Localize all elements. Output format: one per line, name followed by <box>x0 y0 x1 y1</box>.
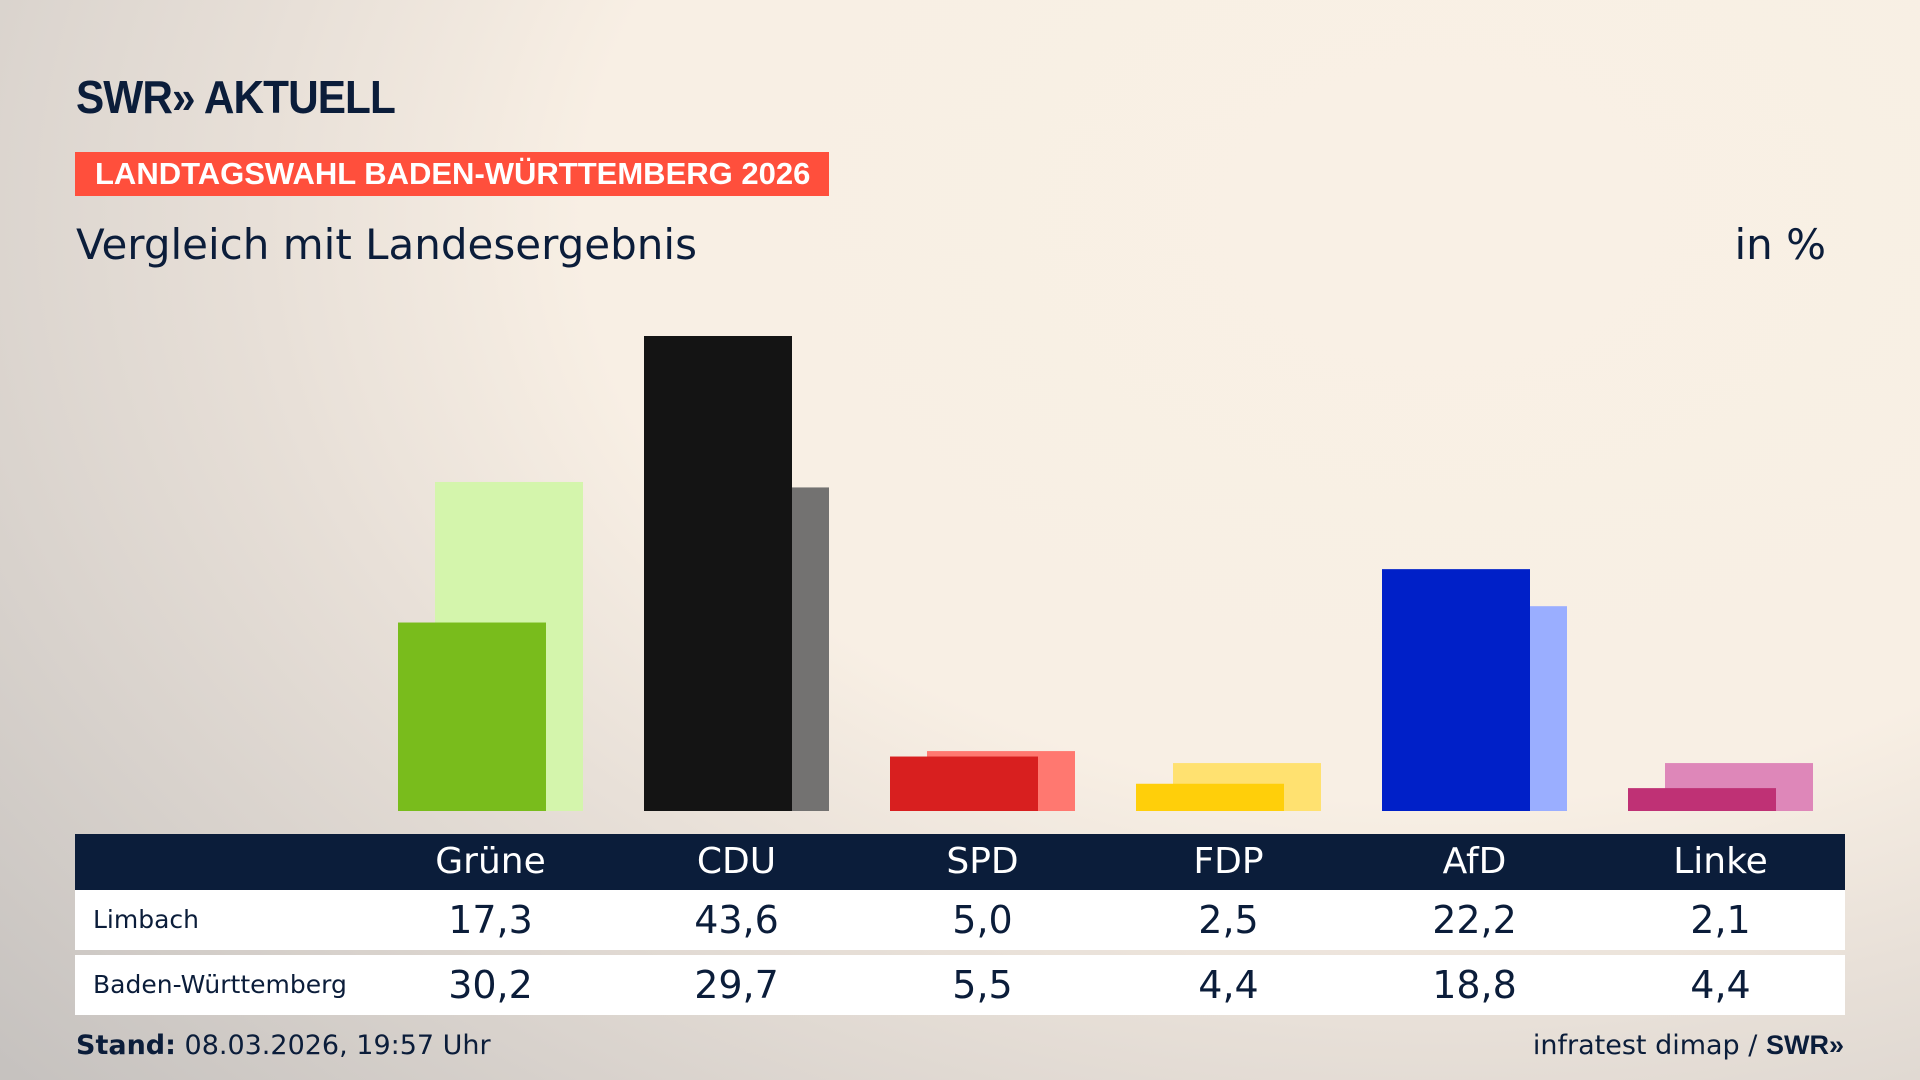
value-cell: 29,7 <box>694 963 779 1007</box>
bar-limbach-spd <box>890 756 1038 811</box>
value-cell: 43,6 <box>694 898 779 942</box>
source-text: infratest dimap / <box>1532 1030 1758 1061</box>
chart-subtitle: Vergleich mit Landesergebnis <box>76 220 697 269</box>
value-cell: 5,5 <box>952 963 1013 1007</box>
swr-logo: SWR» <box>1765 1030 1844 1060</box>
swr-aktuell-logo: SWR» AKTUELL <box>76 71 396 123</box>
bar-limbach-linke <box>1628 788 1776 811</box>
row-label: Limbach <box>93 905 200 934</box>
value-cell: 2,1 <box>1690 898 1751 942</box>
value-cell: 4,4 <box>1198 963 1259 1007</box>
value-cell: 17,3 <box>448 898 533 942</box>
value-cell: 18,8 <box>1432 963 1517 1007</box>
column-header: Linke <box>1673 841 1768 882</box>
election-banner: LANDTAGSWAHL BADEN-WÜRTTEMBERG 2026 <box>75 152 829 196</box>
source: infratest dimap / SWR» <box>1533 1030 1844 1061</box>
stand-label: Stand: <box>76 1030 176 1061</box>
bar-limbach-afd <box>1382 569 1530 811</box>
value-cell: 4,4 <box>1690 963 1751 1007</box>
stand-value: 08.03.2026, 19:57 Uhr <box>184 1030 491 1061</box>
bar-limbach-cdu <box>644 336 792 811</box>
table-row: Baden-Württemberg 30,2 29,7 5,5 4,4 18,8 4,4 <box>75 955 1845 1015</box>
table-row: Limbach 17,3 43,6 5,0 2,5 22,2 2,1 <box>75 890 1845 950</box>
results-table: Grüne CDU SPD FDP AfD Linke Limbach 17,3 43,6 5,… <box>75 834 1845 1020</box>
timestamp: Stand: 08.03.2026, 19:57 Uhr <box>76 1030 491 1061</box>
value-cell: 2,5 <box>1198 898 1259 942</box>
column-header: SPD <box>946 841 1019 882</box>
column-header: FDP <box>1193 841 1264 882</box>
value-cell: 22,2 <box>1432 898 1517 942</box>
bar-limbach-fdp <box>1136 783 1284 811</box>
value-cell: 5,0 <box>952 898 1013 942</box>
bar-limbach-grüne <box>398 622 546 811</box>
column-header: Grüne <box>435 841 546 882</box>
unit-label: in % <box>1734 220 1826 269</box>
row-label: Baden-Württemberg <box>93 970 347 999</box>
column-header: CDU <box>696 841 777 882</box>
table-header: Grüne CDU SPD FDP AfD Linke <box>75 834 1845 890</box>
column-header: AfD <box>1442 841 1507 882</box>
value-cell: 30,2 <box>448 963 533 1007</box>
